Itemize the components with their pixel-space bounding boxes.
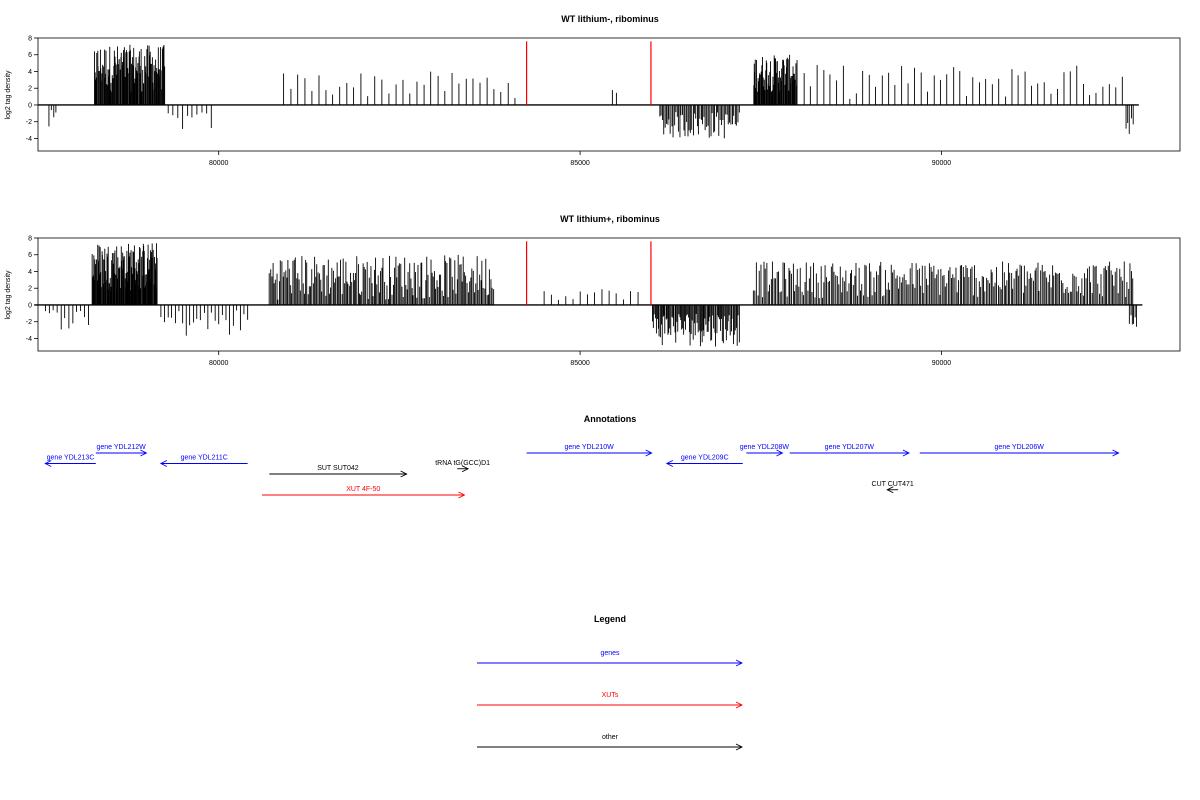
y-axis: -4 -2 0 2 4 6 8: [26, 236, 38, 343]
feature-arrow-head: [902, 449, 910, 457]
feature-arrow-head: [159, 460, 168, 467]
legend-item: other: [477, 734, 744, 751]
annotation-feature: gene YDL206W: [919, 444, 1120, 457]
feature-arrow-head: [665, 460, 674, 467]
y-tick-label: -4: [26, 136, 32, 143]
legend-arrow-head: [735, 743, 744, 751]
x-axis: 80000 85000 90000: [209, 351, 951, 367]
y-axis-label: log2 tag density: [5, 70, 12, 120]
y-axis-label: log2 tag density: [5, 270, 12, 320]
y-tick-label: 2: [28, 286, 32, 293]
legend-item-label: genes: [600, 650, 620, 657]
annotation-feature: gene YDL211C: [159, 455, 248, 467]
feature-arrow-head: [400, 470, 408, 478]
plot-frame: [37, 37, 1181, 152]
feature-label: CUT CUT471: [872, 481, 914, 488]
legend-item-label: other: [602, 734, 619, 741]
x-tick-label: 90000: [932, 160, 952, 167]
feature-arrow-head: [44, 460, 52, 467]
feature-arrow-head: [461, 465, 470, 473]
feature-arrow-head: [645, 449, 653, 457]
track-panel-lithium-minus: WT lithium-, ribominus log2 tag density …: [5, 14, 1181, 167]
legend-item: XUTs: [477, 692, 744, 709]
y-tick-label: 0: [28, 302, 32, 309]
y-tick-label: -2: [26, 119, 32, 126]
y-tick-label: 4: [28, 269, 32, 276]
red-markers: [526, 241, 652, 305]
y-tick-label: 6: [28, 52, 32, 59]
annotation-feature: gene YDL210W: [526, 444, 653, 457]
x-tick-label: 85000: [570, 360, 590, 367]
legend-item: genes: [477, 650, 744, 667]
annotation-feature: CUT CUT471: [872, 481, 914, 494]
annotation-feature: tRNA tG(GCC)D1: [435, 460, 490, 473]
annotation-feature: gene YDL213C: [44, 455, 96, 467]
y-tick-label: 6: [28, 252, 32, 259]
feature-arrow-head: [886, 486, 894, 494]
annotation-feature: gene YDL207W: [789, 444, 910, 457]
y-tick-label: 4: [28, 69, 32, 76]
legend-items: genes XUTs other: [477, 650, 744, 751]
annotations-title: Annotations: [584, 414, 637, 424]
annotation-feature: gene YDL209C: [665, 455, 743, 467]
y-tick-label: 2: [28, 86, 32, 93]
y-axis: -4 -2 0 2 4 6 8: [26, 36, 38, 143]
legend: Legend genes XUTs other: [477, 614, 744, 751]
feature-label: gene YDL212W: [96, 444, 146, 451]
feature-label: gene YDL206W: [995, 444, 1045, 451]
feature-arrow-head: [1112, 449, 1120, 457]
track-title-lithium-minus: WT lithium-, ribominus: [561, 14, 659, 24]
feature-arrow-head: [776, 449, 784, 457]
red-markers: [526, 41, 652, 105]
annotation-feature: XUT 4F-50: [262, 486, 466, 499]
annotation-feature: gene YDL212W: [95, 444, 148, 457]
track-panel-lithium-plus: WT lithium+, ribominus log2 tag density …: [5, 214, 1181, 367]
y-tick-label: 8: [28, 36, 32, 43]
density-bars: [34, 243, 1143, 347]
x-tick-label: 90000: [932, 360, 952, 367]
feature-label: gene YDL210W: [564, 444, 614, 451]
legend-arrow-head: [735, 659, 744, 667]
feature-label: gene YDL207W: [825, 444, 875, 451]
legend-item-label: XUTs: [602, 692, 619, 699]
feature-label: gene YDL208W: [740, 444, 790, 451]
y-tick-label: -4: [26, 336, 32, 343]
feature-label: gene YDL209C: [681, 455, 729, 462]
x-tick-label: 80000: [209, 160, 229, 167]
feature-label: gene YDL211C: [181, 455, 228, 462]
annotation-feature: gene YDL208W: [740, 444, 790, 457]
x-axis: 80000 85000 90000: [209, 151, 951, 167]
y-tick-label: -2: [26, 319, 32, 326]
y-tick-label: 0: [28, 102, 32, 109]
plot-frame: [37, 237, 1181, 352]
legend-title: Legend: [594, 614, 626, 624]
density-bars: [38, 44, 1139, 139]
x-tick-label: 80000: [209, 360, 229, 367]
x-tick-label: 85000: [570, 160, 590, 167]
legend-arrow-head: [735, 701, 744, 709]
feature-label: SUT SUT042: [317, 465, 359, 472]
feature-label: gene YDL213C: [47, 455, 95, 462]
y-tick-label: 8: [28, 236, 32, 243]
annotation-feature: SUT SUT042: [269, 465, 408, 478]
feature-arrow-head: [140, 449, 148, 457]
feature-label: tRNA tG(GCC)D1: [435, 460, 490, 467]
feature-label: XUT 4F-50: [346, 486, 380, 493]
feature-arrow-head: [458, 491, 466, 499]
track-title-lithium-plus: WT lithium+, ribominus: [560, 214, 660, 224]
